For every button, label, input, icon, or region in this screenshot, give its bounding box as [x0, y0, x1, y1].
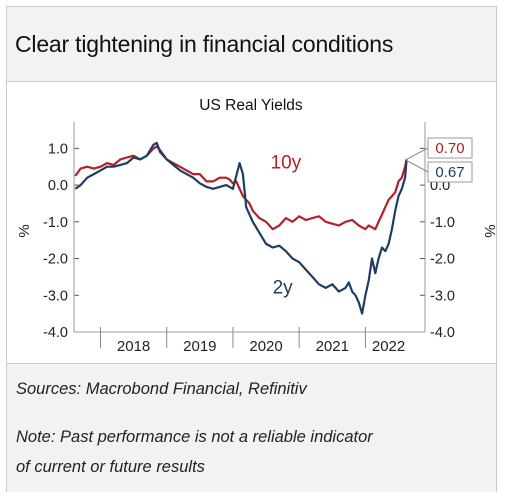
series-label-2y: 2y [273, 277, 294, 298]
y-tick-label-left: 0.0 [48, 178, 68, 194]
series-line-10y [74, 145, 408, 231]
chart-panel: Clear tightening in financial conditions… [6, 6, 498, 492]
chart-heading: Clear tightening in financial conditions [15, 31, 394, 57]
line-chart: US Real Yields1.01.00.00.0-1.0-1.0-2.0-2… [16, 97, 498, 355]
x-tick-label: 2018 [117, 338, 150, 355]
sources-text: Sources: Macrobond Financial, Refinitiv [16, 380, 307, 398]
chart-header: Clear tightening in financial conditions [7, 7, 496, 82]
y-tick-label-right: -3.0 [430, 288, 455, 304]
end-value-box [427, 137, 473, 159]
chart-title: US Real Yields [199, 97, 303, 114]
series-label-10y: 10y [271, 153, 302, 174]
y-tick-label-left: -1.0 [43, 215, 68, 231]
end-value-label-10y: 0.70 [435, 140, 464, 157]
y-tick-label-left: -3.0 [43, 288, 68, 304]
end-value-leader [406, 147, 429, 160]
x-tick-label: 2022 [372, 338, 405, 355]
y-tick-label-right: -4.0 [430, 325, 455, 341]
series-line-2y [74, 141, 408, 315]
note-text-line1: Note: Past performance is not a reliable… [16, 428, 373, 446]
y-axis-label-right: % [481, 224, 496, 237]
y-tick-label-right: -1.0 [430, 215, 455, 231]
x-tick-label: 2019 [183, 338, 216, 355]
y-axis-label-left: % [16, 224, 33, 237]
y-tick-label-left: 1.0 [48, 141, 68, 157]
y-tick-label-right: -2.0 [430, 252, 455, 268]
end-value-label-2y: 0.67 [435, 164, 464, 181]
x-tick-label: 2020 [249, 338, 282, 355]
notes-box: Sources: Macrobond Financial, Refinitiv … [7, 363, 496, 492]
y-tick-label-left: -4.0 [43, 325, 68, 341]
y-tick-label-left: -2.0 [43, 252, 68, 268]
x-tick-label: 2021 [316, 338, 349, 355]
end-value-box [427, 161, 473, 183]
chart-area: US Real Yields1.01.00.00.0-1.0-1.0-2.0-2… [7, 82, 498, 360]
note-text-line2: of current or future results [16, 458, 205, 476]
end-value-leader [406, 160, 429, 173]
